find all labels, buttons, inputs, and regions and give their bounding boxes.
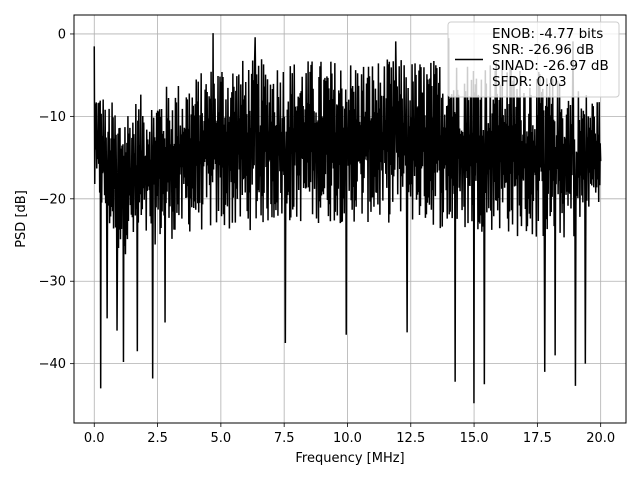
x-axis-label: Frequency [MHz] [295, 451, 404, 466]
y-tick-label-1: −10 [39, 110, 66, 125]
plot-area-frame [73, 14, 627, 424]
x-tick-label-4: 10.0 [333, 431, 362, 446]
y-tick-label-0: 0 [58, 27, 66, 42]
y-tick-label-2: −20 [39, 192, 66, 207]
x-tick-label-2: 5.0 [211, 431, 232, 446]
x-tick-label-7: 17.5 [523, 431, 552, 446]
x-axis: 0.0 2.5 5.0 7.5 10.0 12.5 15.0 17.5 20.0 [84, 423, 615, 446]
x-tick-label-0: 0.0 [84, 431, 105, 446]
legend-line-2: SINAD: -26.97 dB [492, 58, 609, 74]
legend-box [447, 21, 620, 98]
y-tick-label-4: −40 [39, 357, 66, 372]
psd-series [93, 33, 602, 404]
psd-series-line [93, 33, 602, 404]
legend-line-0: ENOB: -4.77 bits [492, 26, 603, 42]
legend-line-3: SFDR: 0.03 [492, 74, 567, 90]
x-tick-label-6: 15.0 [460, 431, 489, 446]
x-tick-label-8: 20.0 [586, 431, 615, 446]
x-tick-label-5: 12.5 [396, 431, 425, 446]
y-tick-label-3: −30 [39, 275, 66, 290]
y-axis-label: PSD [dB] [14, 190, 29, 248]
x-tick-label-1: 2.5 [147, 431, 168, 446]
y-axis: 0 −10 −20 −30 −40 [39, 27, 74, 372]
legend-line-1: SNR: -26.96 dB [492, 42, 594, 58]
x-tick-label-3: 7.5 [274, 431, 295, 446]
